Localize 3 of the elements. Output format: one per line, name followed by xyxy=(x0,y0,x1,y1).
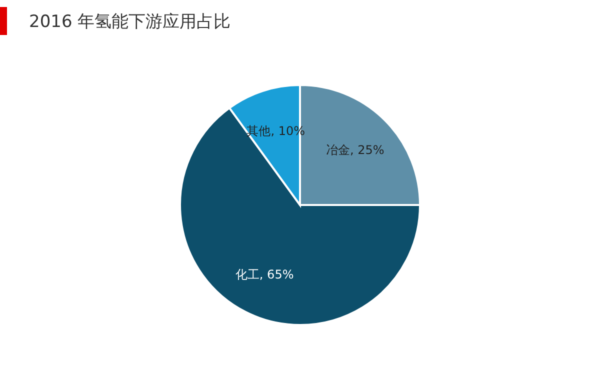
slice-label: 冶金, 25% xyxy=(326,142,384,157)
slice-label: 化工, 65% xyxy=(235,268,294,282)
chart-title: 2016 年氢能下游应用占比 xyxy=(29,10,231,32)
